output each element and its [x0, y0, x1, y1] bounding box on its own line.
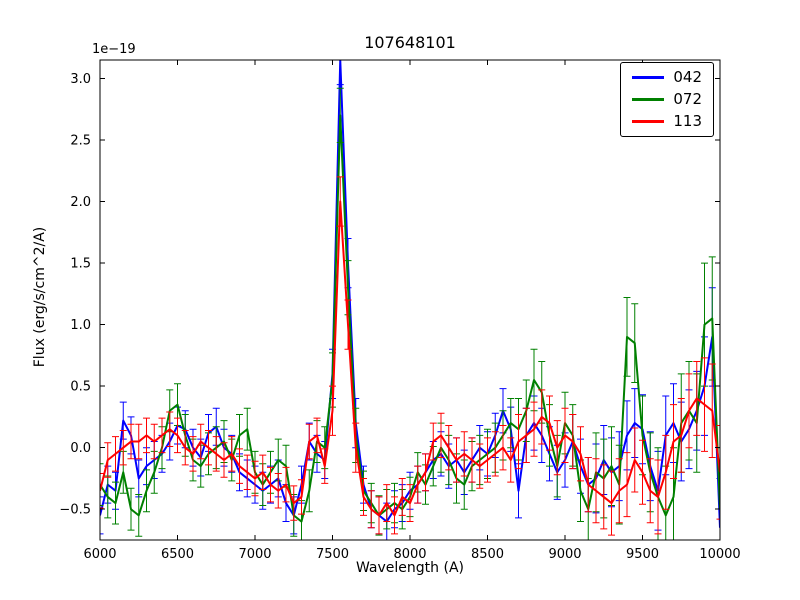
- legend-line-sample-113: [632, 120, 665, 123]
- y-axis-label: Flux (erg/s/cm^2/A): [32, 226, 48, 368]
- svg-text:6000: 6000: [83, 547, 116, 562]
- svg-text:1.0: 1.0: [70, 318, 91, 333]
- legend-item-113: 113: [632, 114, 702, 129]
- legend-line-sample-072: [632, 98, 665, 101]
- svg-text:10000: 10000: [699, 547, 740, 562]
- svg-text:8000: 8000: [393, 547, 426, 562]
- svg-text:9000: 9000: [548, 547, 581, 562]
- legend-label: 072: [673, 90, 702, 108]
- svg-text:7000: 7000: [238, 547, 271, 562]
- svg-text:2.5: 2.5: [70, 134, 91, 149]
- svg-text:2.0: 2.0: [70, 195, 91, 210]
- svg-text:8500: 8500: [471, 547, 504, 562]
- legend-label: 113: [673, 112, 702, 130]
- legend-item-072: 072: [632, 92, 702, 107]
- svg-text:7500: 7500: [316, 547, 349, 562]
- legend: 042 072 113: [620, 62, 714, 137]
- svg-text:0.0: 0.0: [70, 441, 91, 456]
- svg-text:−0.5: −0.5: [59, 503, 91, 518]
- svg-text:9500: 9500: [626, 547, 659, 562]
- svg-text:1.5: 1.5: [70, 257, 91, 272]
- svg-text:0.5: 0.5: [70, 380, 91, 395]
- plot-title: 107648101: [364, 33, 456, 52]
- svg-text:3.0: 3.0: [70, 72, 91, 87]
- svg-text:6500: 6500: [161, 547, 194, 562]
- x-axis-label: Wavelength (A): [355, 560, 464, 576]
- y-axis-offset-label: 1e−19: [92, 42, 136, 57]
- legend-label: 042: [673, 68, 702, 86]
- legend-line-sample-042: [632, 76, 665, 79]
- legend-item-042: 042: [632, 70, 702, 85]
